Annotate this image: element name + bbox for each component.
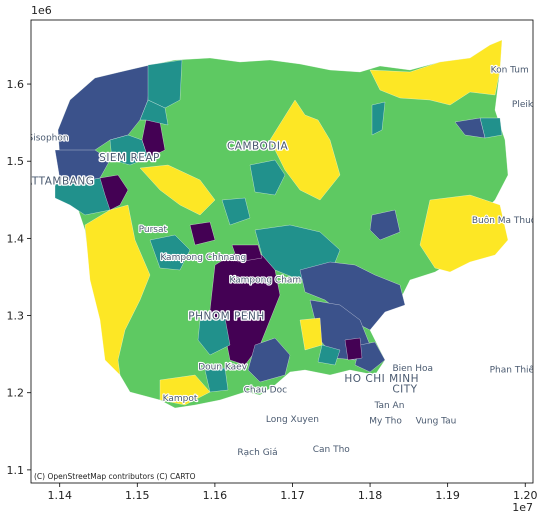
x-tick-label: 1.20 <box>513 489 538 502</box>
place-label: Rạch Giá <box>237 448 277 458</box>
place-label: My Tho <box>369 417 402 427</box>
axes-frame <box>30 19 534 484</box>
x-tick-label: 1.19 <box>435 489 460 502</box>
place-label: CITY <box>392 384 417 396</box>
place-label: SIEM REAP <box>99 152 160 164</box>
place-label: Doun Kaev <box>198 363 248 373</box>
place-label: Pleiku <box>512 100 539 110</box>
place-label: Kampong Cham <box>229 275 301 285</box>
region-nw-teal <box>147 59 183 109</box>
x-tick-label: 1.17 <box>280 489 305 502</box>
y-tick-label: 1.5 <box>7 155 25 168</box>
place-label: Phan Thiết <box>490 365 538 376</box>
choropleth-regions <box>54 39 509 409</box>
region-north-yellow <box>269 99 341 201</box>
place-label: Buôn Ma Thuột <box>472 215 541 226</box>
y-tick-label: 1.3 <box>7 310 25 323</box>
x-tick-label: 1.16 <box>203 489 228 502</box>
place-label: Long Xuyen <box>266 415 319 425</box>
place-label: Can Tho <box>313 445 351 455</box>
x-tick-label: 1.15 <box>125 489 150 502</box>
region-se-purple <box>344 337 363 361</box>
x-tick-label: 1.14 <box>47 489 72 502</box>
region-pursat-purple <box>189 221 216 246</box>
region-north-teal2 <box>221 197 251 226</box>
region-battambang-purple <box>99 174 129 211</box>
y-tick-label: 1.2 <box>7 387 25 400</box>
place-label: Chau Doc <box>244 386 288 396</box>
region-north-teal <box>249 159 286 196</box>
region-se-blue2 <box>354 341 386 373</box>
place-label: Tan An <box>373 401 404 411</box>
place-label: Vung Tau <box>416 417 457 427</box>
region-ne-teal <box>371 101 386 136</box>
region-south-blue <box>247 337 291 383</box>
region-west-yellow <box>84 204 151 376</box>
attribution: (C) OpenStreetMap contributors (C) CARTO <box>34 472 196 481</box>
region-se-teal <box>317 344 341 366</box>
region-kcham-blue <box>299 261 406 331</box>
region-ne-yellow <box>369 39 503 106</box>
region-kampot-teal <box>204 367 229 393</box>
y-tick-label: 1.4 <box>7 232 25 245</box>
place-label: BATTAMBANG <box>17 175 94 187</box>
x-exponent: 1e7 <box>512 501 533 514</box>
place-label: Kampot <box>163 394 198 404</box>
region-west-teal <box>149 234 191 271</box>
y-axis-ticks: 1.1 1.2 1.3 1.4 1.5 1.6 <box>7 78 31 477</box>
place-label: Kon Tum <box>491 65 529 75</box>
place-label: Sisophon <box>28 133 69 143</box>
region-pp-purple2 <box>231 244 263 263</box>
region-tonlesap-yellow <box>139 164 216 216</box>
region-siemreap-teal <box>109 134 149 166</box>
x-tick-label: 1.18 <box>358 489 383 502</box>
map-labels: Kon Tum Pleiku Sisophon SIEM REAP CAMBODIA BA… <box>17 64 541 459</box>
place-label: HO CHI MINH <box>344 373 419 385</box>
region-ne-blue <box>454 117 486 139</box>
y-tick-label: 1.1 <box>7 464 25 477</box>
place-label: Bien Hoa <box>392 364 433 374</box>
place-label: PHNOM PENH <box>188 310 264 322</box>
region-south-teal <box>197 317 231 356</box>
y-tick-label: 1.6 <box>7 78 25 91</box>
place-label: CAMBODIA <box>227 141 289 153</box>
place-label: Kampong Chhnang <box>160 253 246 263</box>
x-axis-ticks: 1.14 1.15 1.16 1.17 1.18 1.19 1.20 <box>47 483 537 502</box>
region-east-blue <box>369 209 401 241</box>
region-nw-teal3 <box>139 99 169 126</box>
region-east-yellow <box>419 194 509 273</box>
place-label: Pursat <box>139 225 168 235</box>
region-kampot-yellow <box>159 374 211 406</box>
y-exponent: 1e6 <box>31 4 52 17</box>
